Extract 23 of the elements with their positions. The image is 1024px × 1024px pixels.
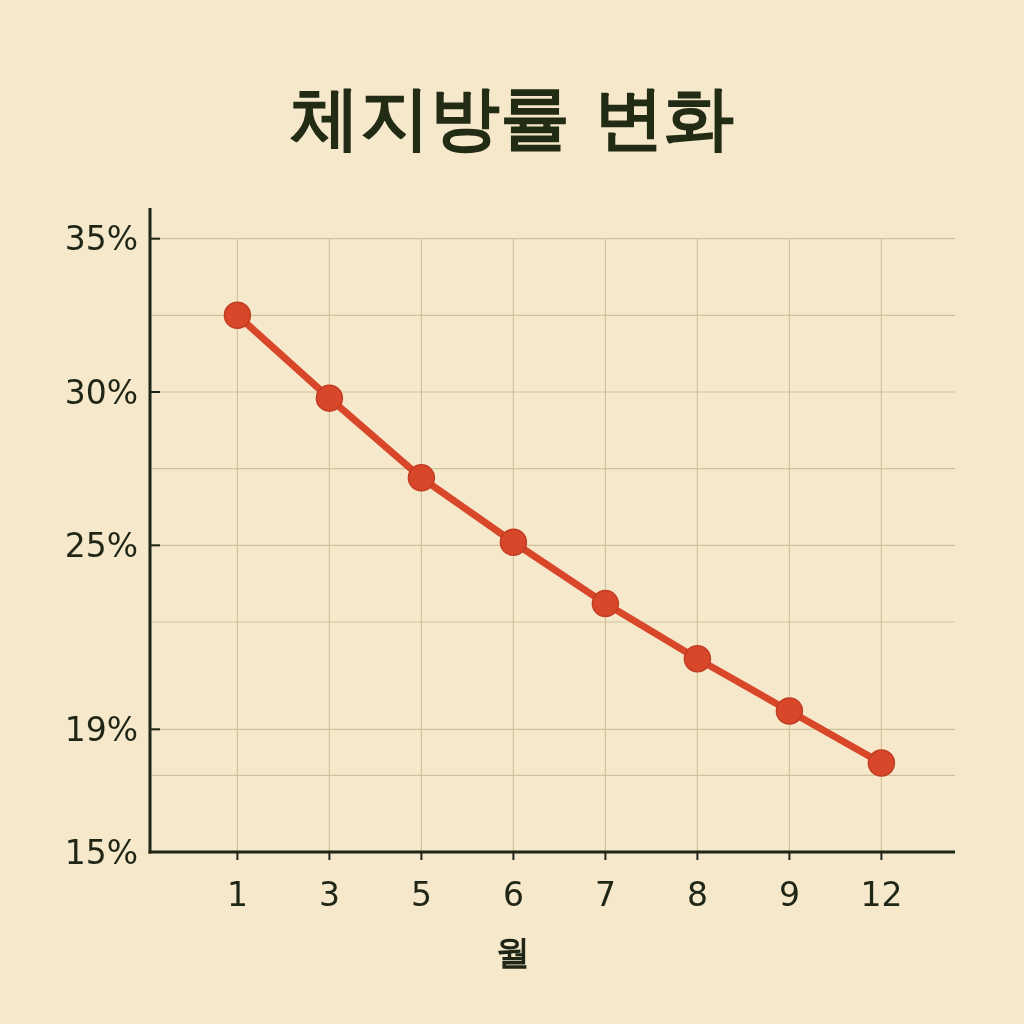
point [683,645,712,673]
point [315,384,344,412]
point [775,697,804,725]
x-tick-label: 8 [686,874,708,914]
x-tick-label: 9 [778,874,800,914]
y-tick-label: 15% [64,832,138,872]
y-tick-label: 30% [64,372,138,412]
x-axis-title: 월 [496,932,531,972]
x-tick-label: 6 [502,874,524,914]
point [499,528,528,557]
x-tick-label: 5 [410,874,432,914]
point [867,749,896,777]
chart-title: 체지방률 변화 [289,77,735,159]
x-tick-label: 12 [860,874,903,914]
point [407,464,436,492]
point [223,301,252,330]
y-tick-label: 35% [64,219,138,259]
y-tick-label: 19% [64,709,138,749]
x-tick-label: 3 [318,874,340,914]
y-tick-label: 25% [64,525,138,565]
point [591,589,620,618]
x-tick-label: 7 [594,874,616,914]
x-tick-label: 1 [226,874,248,914]
